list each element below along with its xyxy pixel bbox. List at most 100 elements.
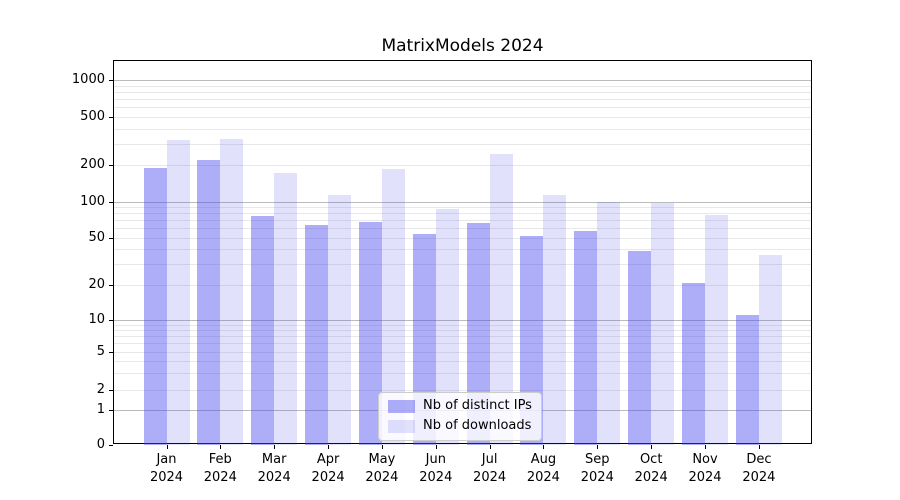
- x-tick-year: 2024: [473, 469, 507, 485]
- y-tick-label: 200: [80, 157, 105, 172]
- x-tick-year: 2024: [580, 469, 614, 485]
- bar-distinct-ips-sep: [574, 231, 598, 445]
- x-tick-year: 2024: [419, 469, 453, 485]
- y-tick-mark: [109, 238, 113, 239]
- x-tick-mark: [328, 445, 330, 449]
- x-tick-label: Jun 2024: [404, 451, 468, 486]
- chart-title: MatrixModels 2024: [381, 36, 544, 56]
- y-tick-label: 20: [88, 277, 105, 292]
- x-tick-mark: [435, 445, 437, 449]
- legend-row-distinct-ips: Nb of distinct IPs: [388, 398, 532, 414]
- bar-downloads-feb: [220, 139, 244, 445]
- bar-distinct-ips-feb: [197, 160, 221, 445]
- x-tick-label: Nov 2024: [673, 451, 737, 486]
- x-tick-year: 2024: [634, 469, 668, 485]
- y-gridline-minor: [114, 128, 811, 130]
- y-gridline-minor: [114, 264, 811, 266]
- x-tick-mark: [758, 445, 760, 449]
- x-tick-label: Feb 2024: [188, 451, 252, 486]
- y-tick-label: 0: [96, 437, 105, 452]
- x-tick-mark: [489, 445, 491, 449]
- legend-swatch-distinct-ips: [388, 399, 415, 413]
- y-tick-label: 1000: [71, 72, 105, 87]
- y-gridline-minor: [114, 285, 811, 286]
- x-tick-year: 2024: [311, 469, 345, 485]
- y-gridline-minor: [114, 165, 811, 166]
- y-tick-label: 50: [88, 230, 105, 245]
- x-tick-month: Jan: [156, 452, 177, 467]
- x-tick-mark: [597, 445, 599, 449]
- y-gridline-minor: [114, 336, 811, 338]
- x-tick-label: Sep 2024: [565, 451, 629, 486]
- x-tick-mark: [220, 445, 222, 449]
- x-tick-year: 2024: [203, 469, 237, 485]
- bar-downloads-aug: [543, 195, 567, 445]
- x-tick-month: Dec: [746, 452, 772, 467]
- y-tick-mark: [109, 285, 113, 286]
- bar-downloads-sep: [597, 201, 621, 445]
- y-gridline-minor: [114, 324, 811, 326]
- legend-row-downloads: Nb of downloads: [388, 418, 532, 434]
- legend-label-downloads: Nb of downloads: [423, 418, 532, 433]
- y-tick-mark: [109, 409, 113, 411]
- y-gridline-major: [114, 201, 811, 203]
- legend-swatch-downloads: [388, 419, 415, 433]
- y-tick-mark: [109, 445, 113, 446]
- x-tick-month: Apr: [316, 452, 340, 467]
- y-gridline-minor: [114, 99, 811, 100]
- y-gridline-minor: [114, 238, 811, 239]
- bar-distinct-ips-jan: [143, 167, 167, 445]
- bar-distinct-ips-may: [358, 221, 382, 445]
- x-tick-mark: [705, 445, 706, 449]
- x-tick-year: 2024: [257, 469, 291, 485]
- y-gridline-minor: [114, 143, 811, 145]
- bar-downloads-mar: [274, 172, 298, 445]
- x-tick-month: May: [368, 452, 396, 467]
- y-tick-label: 5: [96, 343, 105, 359]
- y-gridline-minor: [114, 207, 811, 208]
- y-gridline-minor: [114, 360, 811, 362]
- x-tick-label: May 2024: [350, 451, 414, 486]
- y-gridline-minor: [114, 228, 811, 230]
- x-tick-label: Mar 2024: [242, 451, 306, 486]
- bar-downloads-may: [381, 169, 405, 445]
- x-tick-label: Aug 2024: [511, 451, 575, 486]
- x-tick-label: Dec 2024: [727, 451, 791, 486]
- x-tick-mark: [651, 445, 653, 449]
- x-tick-label: Oct 2024: [619, 451, 683, 486]
- legend-label-distinct-ips: Nb of distinct IPs: [423, 398, 532, 413]
- y-tick-label: 500: [80, 109, 105, 124]
- y-gridline-minor: [114, 330, 811, 332]
- x-tick-month: Aug: [530, 452, 557, 467]
- y-gridline-minor: [114, 213, 811, 215]
- bar-downloads-dec: [758, 254, 782, 445]
- y-gridline-minor: [114, 389, 811, 391]
- bar-downloads-jun: [435, 209, 459, 445]
- y-gridline-minor: [114, 351, 811, 353]
- x-tick-label: Apr 2024: [296, 451, 360, 486]
- x-tick-year: 2024: [742, 469, 776, 485]
- bar-downloads-oct: [651, 203, 675, 445]
- y-gridline-minor: [114, 220, 811, 222]
- bar-distinct-ips-jul: [466, 222, 490, 445]
- x-tick-year: 2024: [365, 469, 399, 485]
- legend: Nb of distinct IPs Nb of downloads: [378, 392, 542, 441]
- x-tick-label: Jan 2024: [135, 451, 199, 486]
- x-tick-month: Feb: [208, 452, 232, 467]
- x-tick-mark: [381, 445, 383, 449]
- bar-distinct-ips-nov: [682, 282, 705, 445]
- y-tick-mark: [109, 117, 113, 118]
- y-tick-mark: [109, 165, 113, 166]
- x-tick-month: Oct: [639, 452, 663, 467]
- bar-downloads-jan: [166, 140, 190, 445]
- x-tick-month: Jun: [425, 452, 446, 467]
- y-tick-label: 1: [96, 401, 105, 417]
- y-gridline-minor: [114, 107, 811, 109]
- y-tick-mark: [109, 351, 113, 353]
- x-tick-month: Nov: [692, 452, 718, 467]
- bar-distinct-ips-oct: [628, 250, 652, 445]
- x-tick-month: Jul: [481, 452, 498, 467]
- y-tick-mark: [109, 389, 113, 391]
- y-gridline-major: [114, 320, 811, 321]
- bar-downloads-jul: [489, 154, 513, 445]
